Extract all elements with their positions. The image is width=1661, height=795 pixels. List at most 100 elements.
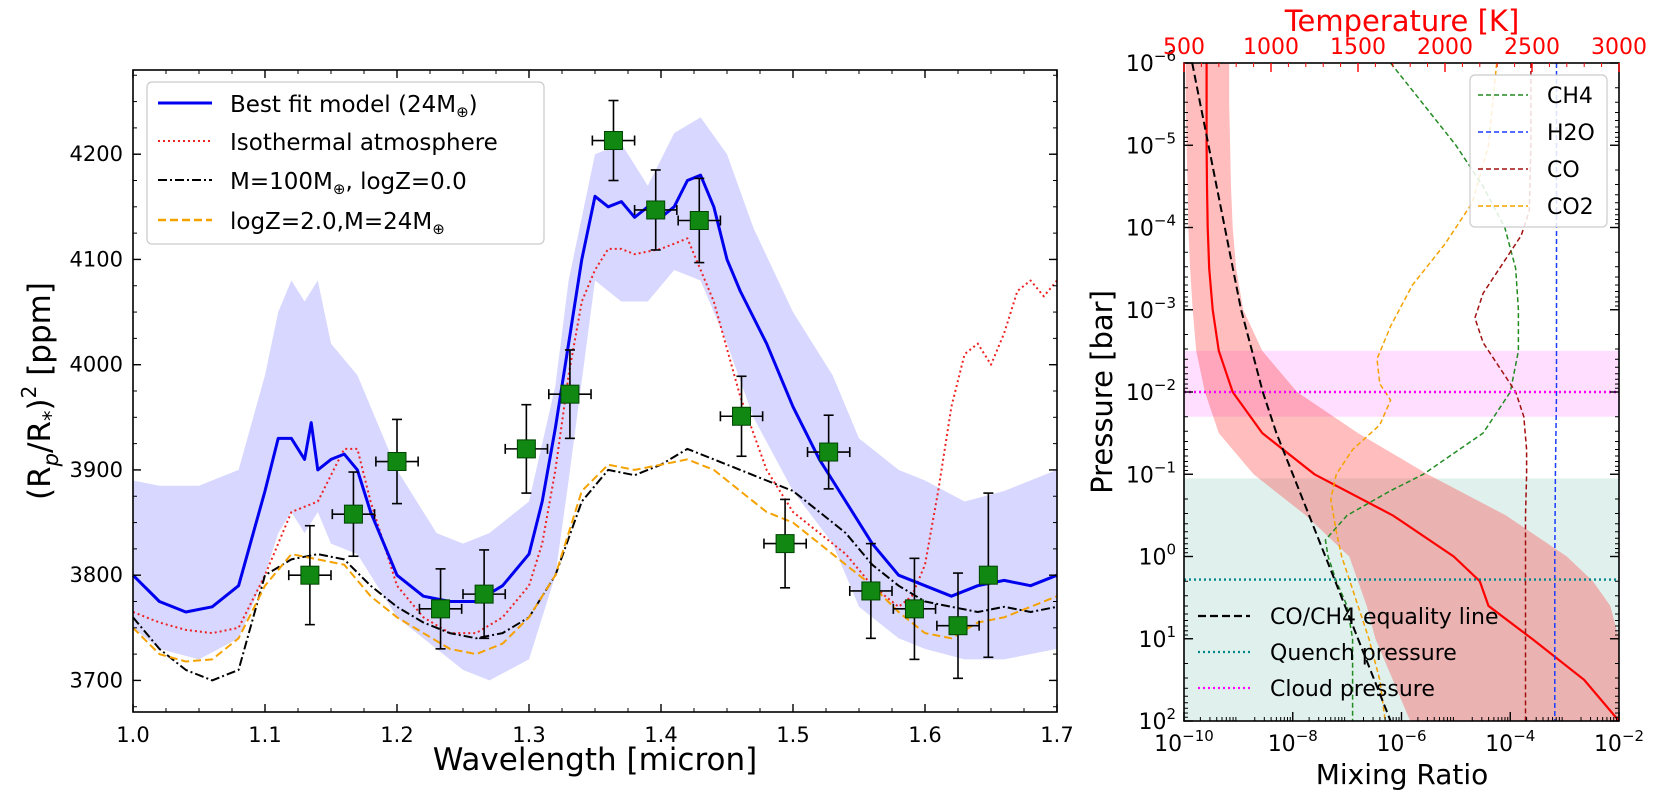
temperature-band bbox=[1185, 63, 1619, 721]
legend-species-label: CO2 bbox=[1547, 195, 1594, 220]
legend-species-label: CO bbox=[1547, 158, 1580, 183]
legend-line-label: Cloud pressure bbox=[1270, 677, 1435, 702]
x-tick-label: 1.4 bbox=[644, 723, 677, 747]
spectrum-y-label: (Rp/R*)2 [ppm] bbox=[17, 282, 63, 500]
pressure-tick-label: 10−5 bbox=[1126, 129, 1176, 159]
line-legend: CO/CH4 equality line Quench pressure Cloud… bbox=[1198, 605, 1498, 702]
atmosphere-ticks: 10−10 10−8 10−6 10−4 10−2 10−6 10−5 10−4 10−3 10−… bbox=[1126, 35, 1647, 757]
mixing-tick-label: 10−4 bbox=[1485, 727, 1535, 757]
data-point bbox=[504, 403, 549, 494]
data-marker bbox=[819, 442, 839, 462]
x-tick-label: 1.3 bbox=[512, 723, 545, 747]
spectrum-ticks: 1.0 1.1 1.2 1.3 1.4 1.5 1.6 1.7 3700 3800 3900 4000… bbox=[70, 70, 1074, 747]
x-tick-label: 1.2 bbox=[380, 723, 413, 747]
species-co bbox=[1474, 63, 1532, 721]
species-co-ch4-equality-line bbox=[1191, 62, 1392, 722]
pressure-tick-label: 10−2 bbox=[1126, 376, 1176, 406]
legend-best-fit: Best fit model (24M⊕) bbox=[230, 92, 478, 121]
temperature-tick-label: 500 bbox=[1163, 35, 1205, 60]
y-tick-label: 3900 bbox=[70, 458, 123, 482]
species-h2o bbox=[1554, 63, 1558, 721]
pressure-tick-label: 10−1 bbox=[1126, 458, 1176, 488]
spectrum-legend: Best fit model (24M⊕) Isothermal atmosph… bbox=[146, 81, 545, 245]
data-marker bbox=[948, 616, 968, 636]
x-tick-label: 1.6 bbox=[908, 723, 941, 747]
pressure-tick-label: 10−6 bbox=[1126, 47, 1176, 77]
data-marker bbox=[343, 504, 363, 524]
mixing-tick-label: 10−2 bbox=[1594, 727, 1644, 757]
y-tick-label: 3700 bbox=[70, 668, 123, 692]
series-logz-2-0-m-24 bbox=[132, 458, 1058, 663]
mixing-tick-label: 10−6 bbox=[1376, 727, 1426, 757]
y-tick-label: 4100 bbox=[70, 247, 123, 271]
data-marker bbox=[560, 384, 580, 404]
temperature-tick-label: 1000 bbox=[1243, 35, 1299, 60]
cloud-region bbox=[1184, 350, 1619, 417]
data-marker bbox=[387, 452, 407, 472]
data-marker bbox=[904, 599, 924, 619]
temperature-tick-label: 1500 bbox=[1330, 35, 1386, 60]
pressure-tick-label: 101 bbox=[1138, 623, 1176, 653]
legend-species-label: H2O bbox=[1547, 121, 1595, 146]
model-uncertainty-band bbox=[133, 117, 1057, 681]
data-point bbox=[806, 414, 851, 490]
data-point bbox=[331, 471, 376, 558]
temperature-tick-label: 3000 bbox=[1591, 35, 1647, 60]
data-points bbox=[287, 99, 998, 680]
species-legend: CH4 H2O CO CO2 bbox=[1469, 74, 1608, 228]
data-point bbox=[677, 177, 722, 264]
legend-line-label: Quench pressure bbox=[1270, 641, 1457, 666]
data-point bbox=[633, 169, 678, 251]
pressure-tick-label: 10−3 bbox=[1126, 294, 1176, 324]
pressure-label: Pressure [bar] bbox=[1085, 290, 1119, 494]
temperature-tick-label: 2000 bbox=[1417, 35, 1473, 60]
mixing-ratio-label: Mixing Ratio bbox=[1316, 758, 1489, 791]
x-tick-label: 1.5 bbox=[776, 723, 809, 747]
x-tick-label: 1.7 bbox=[1040, 723, 1073, 747]
mixing-tick-label: 10−10 bbox=[1154, 727, 1214, 757]
quench-region bbox=[1184, 478, 1619, 721]
data-point bbox=[936, 572, 980, 680]
temperature-tick-label: 2500 bbox=[1504, 35, 1560, 60]
data-marker bbox=[516, 439, 536, 459]
data-point bbox=[719, 375, 764, 458]
data-marker bbox=[978, 565, 998, 585]
data-point bbox=[978, 492, 998, 659]
data-marker bbox=[603, 131, 623, 151]
data-point bbox=[547, 349, 592, 440]
pressure-tick-label: 100 bbox=[1138, 541, 1176, 571]
series-isothermal-atmosphere bbox=[132, 237, 1058, 635]
data-point bbox=[848, 542, 893, 640]
legend-logz2: logZ=2.0,M=24M⊕ bbox=[230, 209, 445, 238]
uncertainty-band bbox=[133, 117, 1057, 681]
legend-line-label: CO/CH4 equality line bbox=[1270, 605, 1498, 630]
data-marker bbox=[646, 200, 666, 220]
data-point bbox=[462, 549, 507, 640]
spectrum-x-label: Wavelength [micron] bbox=[433, 742, 757, 778]
model-series bbox=[131, 173, 1058, 682]
legend-isothermal: Isothermal atmosphere bbox=[230, 130, 498, 156]
data-marker bbox=[431, 599, 451, 619]
series-m-100-logz-0-0 bbox=[132, 447, 1058, 682]
pressure-tick-label: 10−4 bbox=[1126, 212, 1176, 242]
y-tick-label: 4000 bbox=[70, 353, 123, 377]
y-tick-label: 4200 bbox=[70, 142, 123, 166]
legend-m100: M=100M⊕, logZ=0.0 bbox=[230, 169, 467, 198]
legend-species-label: CH4 bbox=[1547, 84, 1593, 109]
x-tick-label: 1.1 bbox=[248, 723, 281, 747]
data-marker bbox=[300, 565, 320, 585]
temperature-line bbox=[1205, 63, 1620, 722]
data-marker bbox=[474, 584, 494, 604]
series-best-fit-model bbox=[131, 173, 1058, 614]
y-tick-label: 3800 bbox=[70, 563, 123, 587]
data-marker bbox=[775, 534, 795, 554]
data-point bbox=[375, 418, 419, 505]
data-point bbox=[287, 524, 332, 626]
pressure-regions bbox=[1184, 350, 1619, 721]
spectrum-panel: 1.0 1.1 1.2 1.3 1.4 1.5 1.6 1.7 3700 3800 3900 4000… bbox=[17, 69, 1074, 778]
data-point bbox=[418, 568, 463, 650]
mixing-tick-label: 10−8 bbox=[1268, 727, 1318, 757]
data-point bbox=[763, 498, 808, 589]
x-tick-label: 1.0 bbox=[116, 723, 149, 747]
